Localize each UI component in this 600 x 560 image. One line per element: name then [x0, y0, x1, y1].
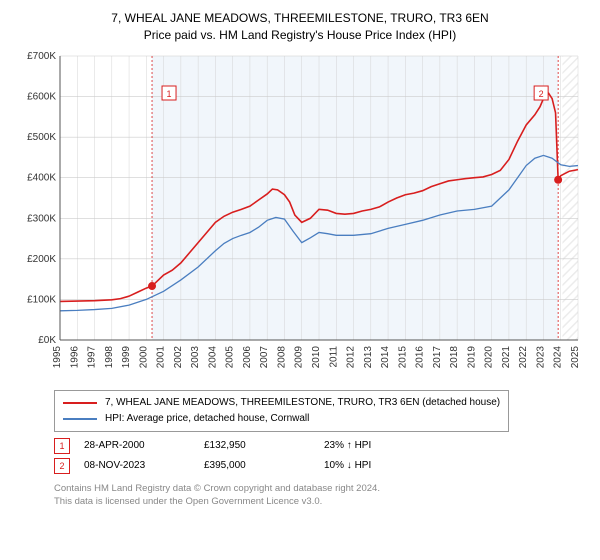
footer-line-1: Contains HM Land Registry data © Crown c… [54, 482, 586, 495]
marker-table: 1 28-APR-2000£132,95023% ↑ HPI 2 08-NOV-202… [14, 436, 586, 476]
svg-text:2019: 2019 [466, 345, 477, 368]
svg-text:2015: 2015 [397, 345, 408, 368]
svg-text:£500K: £500K [27, 132, 56, 143]
svg-text:2018: 2018 [449, 345, 460, 368]
legend-row: HPI: Average price, detached house, Corn… [63, 411, 500, 427]
marker-delta: 10% ↓ HPI [324, 460, 444, 471]
marker-row: 2 08-NOV-2023£395,00010% ↓ HPI [54, 456, 586, 476]
footer-attribution: Contains HM Land Registry data © Crown c… [54, 482, 586, 509]
svg-text:2021: 2021 [501, 345, 512, 368]
svg-text:2004: 2004 [207, 345, 218, 368]
svg-text:£600K: £600K [27, 91, 56, 102]
svg-text:2024: 2024 [553, 345, 564, 368]
svg-text:2025: 2025 [570, 345, 581, 368]
svg-text:£700K: £700K [27, 52, 56, 62]
svg-text:2000: 2000 [138, 345, 149, 368]
marker-date: 28-APR-2000 [84, 440, 204, 451]
marker-badge: 1 [54, 438, 70, 454]
svg-text:2008: 2008 [276, 345, 287, 368]
svg-text:1998: 1998 [104, 345, 115, 368]
legend-swatch [63, 402, 97, 404]
svg-text:2023: 2023 [535, 345, 546, 368]
svg-text:£200K: £200K [27, 253, 56, 264]
svg-text:2017: 2017 [432, 345, 443, 368]
marker-price: £395,000 [204, 460, 324, 471]
svg-text:2006: 2006 [242, 345, 253, 368]
svg-text:2016: 2016 [415, 345, 426, 368]
svg-text:2005: 2005 [225, 345, 236, 368]
svg-text:2009: 2009 [294, 345, 305, 368]
svg-text:£300K: £300K [27, 213, 56, 224]
svg-text:1995: 1995 [52, 345, 63, 368]
legend-label: 7, WHEAL JANE MEADOWS, THREEMILESTONE, T… [105, 395, 500, 411]
svg-text:2002: 2002 [173, 345, 184, 368]
chart-subtitle: Price paid vs. HM Land Registry's House … [14, 27, 586, 44]
svg-text:2011: 2011 [328, 345, 339, 367]
line-chart-svg: £0K £100K £200K £300K £400K £500K £600K £700K 19… [14, 52, 586, 382]
marker-delta: 23% ↑ HPI [324, 440, 444, 451]
svg-text:£400K: £400K [27, 172, 56, 183]
marker-price: £132,950 [204, 440, 324, 451]
svg-text:2: 2 [539, 89, 544, 99]
svg-text:2007: 2007 [259, 345, 270, 368]
marker-badge: 2 [54, 458, 70, 474]
svg-text:1999: 1999 [121, 345, 132, 368]
legend-swatch [63, 418, 97, 420]
svg-text:2014: 2014 [380, 345, 391, 368]
chart-title: 7, WHEAL JANE MEADOWS, THREEMILESTONE, T… [14, 10, 586, 27]
svg-text:2010: 2010 [311, 345, 322, 368]
svg-text:2001: 2001 [156, 345, 167, 368]
svg-text:1996: 1996 [69, 345, 80, 368]
svg-text:2012: 2012 [346, 345, 357, 368]
marker-date: 08-NOV-2023 [84, 460, 204, 471]
footer-line-2: This data is licensed under the Open Gov… [54, 495, 586, 508]
svg-text:2022: 2022 [518, 345, 529, 368]
svg-text:1: 1 [167, 89, 172, 99]
svg-text:2013: 2013 [363, 345, 374, 368]
marker-row: 1 28-APR-2000£132,95023% ↑ HPI [54, 436, 586, 456]
svg-text:1997: 1997 [87, 345, 98, 368]
legend: 7, WHEAL JANE MEADOWS, THREEMILESTONE, T… [54, 390, 509, 432]
svg-text:£100K: £100K [27, 294, 56, 305]
svg-text:£0K: £0K [38, 335, 56, 346]
svg-text:2020: 2020 [484, 345, 495, 368]
svg-text:2003: 2003 [190, 345, 201, 368]
legend-row: 7, WHEAL JANE MEADOWS, THREEMILESTONE, T… [63, 395, 500, 411]
chart-area: £0K £100K £200K £300K £400K £500K £600K £700K 19… [14, 52, 586, 382]
legend-label: HPI: Average price, detached house, Corn… [105, 411, 309, 427]
